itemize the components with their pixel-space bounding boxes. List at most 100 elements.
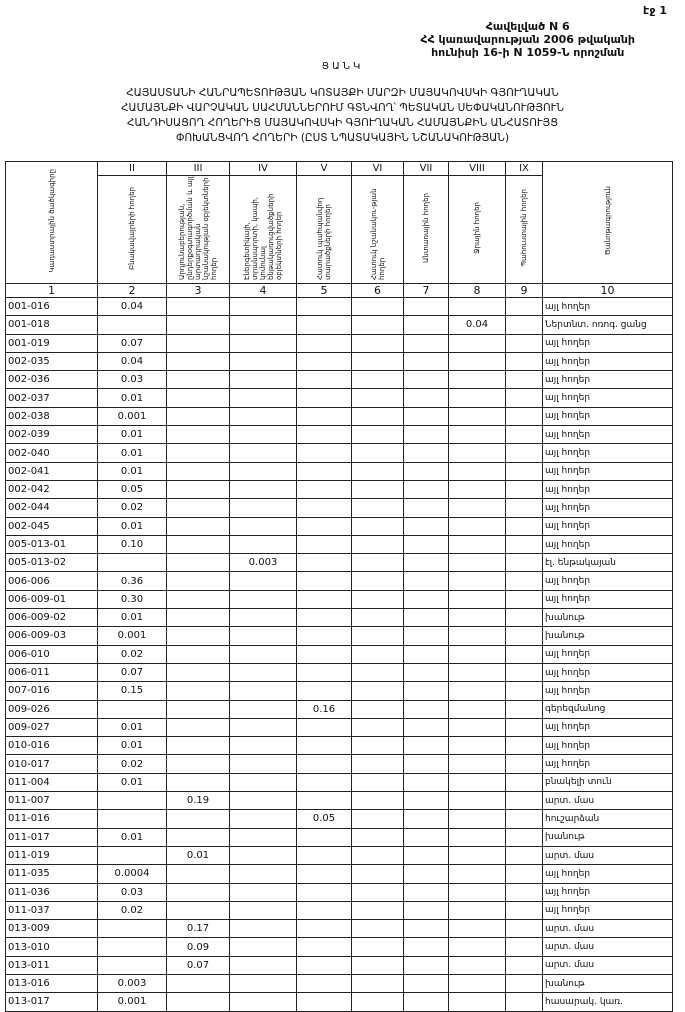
area-cell — [229, 388, 297, 408]
area-cell — [403, 406, 449, 427]
area-cell — [351, 809, 404, 829]
column-header: Անտառային հողեր — [403, 175, 449, 284]
area-cell — [351, 864, 404, 884]
area-cell: 0.05 — [97, 479, 167, 500]
area-cell — [229, 919, 297, 939]
area-cell — [403, 479, 449, 500]
area-cell — [448, 791, 506, 811]
land-table: Կադաստրային ծածկագիրը II III IV V VI VII VIII IX… — [5, 161, 673, 1012]
area-cell — [505, 717, 543, 738]
table-row: 002-040 0.01 այլ հողեր — [5, 443, 673, 463]
area-cell — [403, 791, 449, 811]
cadastral-code-cell: 001-018 — [5, 315, 98, 335]
area-cell — [229, 772, 297, 793]
area-cell — [296, 370, 352, 390]
area-cell — [505, 461, 543, 481]
cadastral-code-cell: 011-007 — [5, 791, 98, 811]
area-cell — [448, 553, 506, 573]
area-cell — [166, 626, 230, 646]
area-cell — [505, 626, 543, 646]
area-cell: 0.17 — [166, 919, 230, 939]
cadastral-code-cell: 002-037 — [5, 388, 98, 408]
area-cell — [229, 406, 297, 427]
column-header-label: Հատուկ պահպանվող տարածքների հողեր — [316, 197, 332, 280]
area-cell — [296, 315, 352, 335]
area-cell — [505, 992, 543, 1012]
area-cell — [166, 498, 230, 518]
area-cell — [505, 681, 543, 701]
table-row: 013-010 0.09 արտ. մաս — [5, 937, 673, 957]
column-header: Արդյունաբերության, ընդերքօգտագործման և ա… — [166, 175, 230, 284]
area-cell — [403, 754, 449, 774]
area-cell — [403, 571, 449, 591]
table-row: 002-044 0.02 այլ հողեր — [5, 498, 673, 518]
note-cell: այլ հողեր — [542, 461, 673, 481]
area-cell — [166, 571, 230, 591]
area-cell — [448, 955, 506, 975]
area-cell — [229, 608, 297, 628]
area-cell: 0.07 — [97, 662, 167, 683]
area-cell — [351, 425, 404, 445]
area-cell: 0.01 — [97, 425, 167, 445]
column-roman-numeral: VII — [403, 161, 449, 176]
area-cell — [403, 351, 449, 372]
table-row: 006-009-01 0.30 այլ հողեր — [5, 589, 673, 610]
area-cell: 0.10 — [97, 534, 167, 555]
area-cell — [229, 754, 297, 774]
area-cell — [448, 534, 506, 555]
area-cell — [296, 461, 352, 481]
area-cell — [351, 388, 404, 408]
column-header: Հատուկ պահպանվող տարածքների հողեր — [296, 175, 352, 284]
area-cell — [403, 717, 449, 738]
table-row: 011-037 0.02 այլ հողեր — [5, 900, 673, 921]
area-cell — [505, 443, 543, 463]
area-cell — [229, 425, 297, 445]
area-cell — [296, 772, 352, 793]
area-cell — [448, 443, 506, 463]
column-header: Ջրային հողեր — [448, 175, 506, 284]
roman-numeral-row: Կադաստրային ծածկագիրը II III IV V VI VII VIII IX… — [5, 161, 673, 284]
area-cell — [448, 479, 506, 500]
area-cell — [403, 333, 449, 353]
area-cell — [229, 973, 297, 994]
area-cell — [351, 406, 404, 427]
area-cell — [166, 388, 230, 408]
area-cell — [403, 608, 449, 628]
column-header-label: Էներգետիկայի, տրանսպորտի, կապի, կոմունալ… — [243, 193, 283, 280]
annex-line: Հավելված N 6 — [485, 20, 570, 33]
area-cell — [229, 845, 297, 866]
area-cell — [505, 406, 543, 427]
area-cell — [229, 498, 297, 518]
area-cell — [97, 937, 167, 957]
area-cell — [403, 443, 449, 463]
area-cell — [166, 882, 230, 902]
note-cell: այլ հողեր — [542, 571, 673, 591]
area-cell — [505, 571, 543, 591]
area-cell — [505, 900, 543, 921]
area-cell — [229, 443, 297, 463]
note-cell: այլ հողեր — [542, 681, 673, 701]
area-cell — [229, 296, 297, 317]
area-cell — [351, 461, 404, 481]
cadastral-code-cell: 002-041 — [5, 461, 98, 481]
area-cell — [97, 919, 167, 939]
area-cell — [505, 699, 543, 719]
area-cell — [296, 882, 352, 902]
note-cell: խանութ — [542, 827, 673, 847]
column-header: Պահուստային հողեր — [505, 175, 543, 284]
area-cell — [448, 626, 506, 646]
area-cell — [166, 644, 230, 664]
area-cell: 0.01 — [97, 772, 167, 793]
note-cell: խանութ — [542, 608, 673, 628]
area-cell — [403, 992, 449, 1012]
area-cell — [296, 919, 352, 939]
area-cell — [296, 845, 352, 866]
area-cell — [351, 955, 404, 975]
area-cell — [166, 296, 230, 317]
note-cell: այլ հողեր — [542, 388, 673, 408]
area-cell — [351, 736, 404, 756]
table-row: 005-013-01 0.10 այլ հողեր — [5, 534, 673, 555]
cadastral-code-cell: 001-019 — [5, 333, 98, 353]
area-cell — [505, 589, 543, 610]
area-cell — [448, 754, 506, 774]
